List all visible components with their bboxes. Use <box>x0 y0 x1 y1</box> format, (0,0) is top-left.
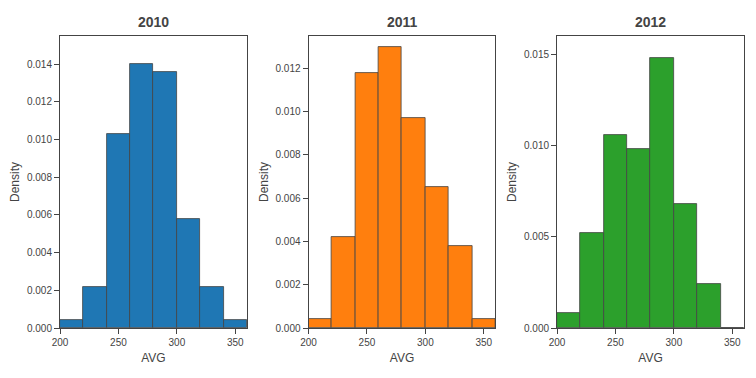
svg-text:0.015: 0.015 <box>524 49 549 60</box>
svg-text:0.012: 0.012 <box>27 96 52 107</box>
svg-text:250: 250 <box>110 337 127 348</box>
svg-text:0.014: 0.014 <box>27 59 52 70</box>
svg-text:2012: 2012 <box>635 14 666 30</box>
svg-text:350: 350 <box>724 337 741 348</box>
svg-text:200: 200 <box>300 337 317 348</box>
svg-text:Density: Density <box>505 162 519 202</box>
svg-text:300: 300 <box>666 337 683 348</box>
svg-text:250: 250 <box>607 337 624 348</box>
svg-text:0.000: 0.000 <box>27 323 52 334</box>
svg-text:0.005: 0.005 <box>524 231 549 242</box>
svg-text:0.002: 0.002 <box>275 279 300 290</box>
svg-text:0.006: 0.006 <box>275 193 300 204</box>
svg-text:0.010: 0.010 <box>27 134 52 145</box>
svg-text:0.004: 0.004 <box>275 236 300 247</box>
svg-text:0.004: 0.004 <box>27 247 52 258</box>
svg-text:0.000: 0.000 <box>524 323 549 334</box>
svg-text:2010: 2010 <box>138 14 169 30</box>
svg-text:0.008: 0.008 <box>27 172 52 183</box>
svg-text:200: 200 <box>549 337 566 348</box>
svg-text:0.012: 0.012 <box>275 63 300 74</box>
svg-text:0.006: 0.006 <box>27 209 52 220</box>
svg-text:0.010: 0.010 <box>275 106 300 117</box>
svg-text:0.002: 0.002 <box>27 285 52 296</box>
svg-text:300: 300 <box>417 337 434 348</box>
svg-text:Density: Density <box>257 162 271 202</box>
svg-text:300: 300 <box>169 337 186 348</box>
svg-text:350: 350 <box>227 337 244 348</box>
svg-text:200: 200 <box>52 337 69 348</box>
svg-text:Density: Density <box>8 162 22 202</box>
svg-text:350: 350 <box>475 337 492 348</box>
svg-text:AVG: AVG <box>390 351 414 365</box>
svg-text:0.008: 0.008 <box>275 149 300 160</box>
svg-text:2011: 2011 <box>387 14 418 30</box>
svg-text:AVG: AVG <box>638 351 662 365</box>
svg-text:0.010: 0.010 <box>524 140 549 151</box>
svg-text:AVG: AVG <box>141 351 165 365</box>
svg-text:0.000: 0.000 <box>275 323 300 334</box>
svg-text:250: 250 <box>359 337 376 348</box>
